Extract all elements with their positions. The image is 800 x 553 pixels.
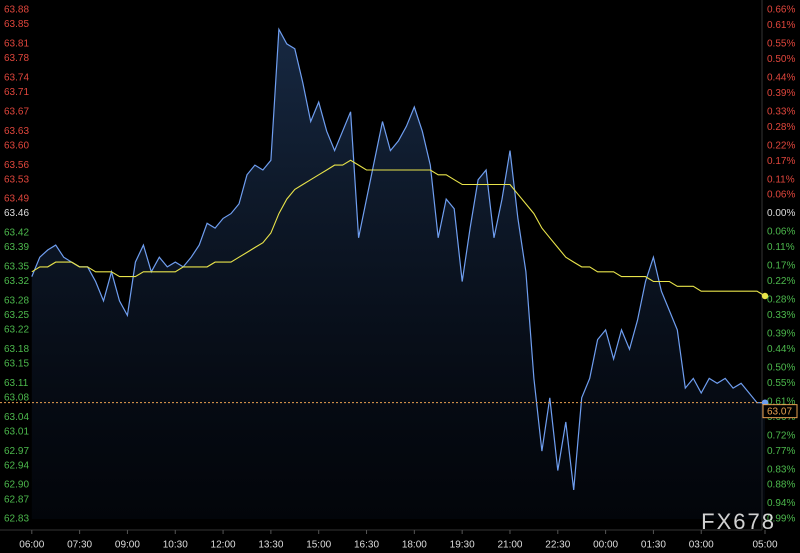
y-tick-label: 63.88	[4, 5, 29, 16]
y2-tick-label: 0.44%	[767, 344, 795, 355]
x-tick-label: 01:30	[641, 540, 666, 551]
y-tick-label: 63.60	[4, 140, 29, 151]
x-tick-label: 22:30	[545, 540, 570, 551]
x-tick-label: 05:00	[752, 540, 777, 551]
last-price-label: 63.07	[767, 406, 792, 417]
y-tick-label: 62.90	[4, 480, 29, 491]
y-tick-label: 63.85	[4, 19, 29, 30]
y2-tick-label: 0.99%	[767, 514, 795, 525]
y-tick-label: 63.35	[4, 262, 29, 273]
y-tick-label: 62.94	[4, 460, 29, 471]
y2-tick-label: 0.61%	[767, 20, 795, 31]
x-tick-label: 07:30	[67, 540, 92, 551]
y2-tick-label: 0.72%	[767, 430, 795, 441]
y-tick-label: 63.53	[4, 174, 29, 185]
x-tick-label: 18:00	[402, 540, 427, 551]
y2-tick-label: 0.00%	[767, 208, 795, 219]
y-tick-label: 63.01	[4, 426, 29, 437]
y-tick-label: 63.71	[4, 87, 29, 98]
y2-tick-label: 0.39%	[767, 88, 795, 99]
y2-tick-label: 0.11%	[767, 174, 795, 185]
x-tick-label: 13:30	[258, 540, 283, 551]
x-tick-label: 16:30	[354, 540, 379, 551]
y2-tick-label: 0.17%	[767, 261, 795, 272]
y2-tick-label: 0.55%	[767, 39, 795, 50]
y-tick-label: 63.25	[4, 310, 29, 321]
x-tick-label: 19:30	[450, 540, 475, 551]
y2-tick-label: 0.88%	[767, 480, 795, 491]
y-tick-label: 63.67	[4, 106, 29, 117]
last-price-box	[762, 404, 798, 419]
x-tick-label: 06:00	[19, 540, 44, 551]
y2-tick-label: 0.06%	[767, 227, 795, 238]
y-tick-label: 63.04	[4, 412, 29, 423]
x-tick-label: 03:00	[689, 540, 714, 551]
y-tick-label: 63.32	[4, 276, 29, 287]
y-tick-label: 62.97	[4, 446, 29, 457]
y2-tick-label: 0.22%	[767, 140, 795, 151]
y-tick-label: 63.11	[4, 378, 29, 389]
price-line	[31, 27, 765, 490]
y2-tick-label: 0.55%	[767, 378, 795, 389]
y-tick-label: 63.08	[4, 392, 29, 403]
x-tick-label: 12:00	[211, 540, 236, 551]
y2-tick-label: 0.17%	[767, 156, 795, 167]
y2-tick-label: 0.28%	[767, 122, 795, 133]
y2-tick-label: 0.44%	[767, 73, 795, 84]
y-tick-label: 63.63	[4, 126, 29, 137]
x-tick-label: 10:30	[163, 540, 188, 551]
y-tick-label: 63.46	[4, 208, 29, 219]
x-tick-label: 15:00	[306, 540, 331, 551]
watermark: FX678	[701, 509, 776, 534]
y2-tick-label: 0.61%	[767, 396, 795, 407]
y-tick-label: 63.22	[4, 325, 29, 336]
y2-tick-label: 0.11%	[767, 242, 795, 253]
y-tick-label: 63.15	[4, 359, 29, 370]
y-tick-label: 63.56	[4, 160, 29, 171]
y-tick-label: 63.18	[4, 344, 29, 355]
y-tick-label: 63.74	[4, 73, 29, 84]
y2-tick-label: 0.50%	[767, 54, 795, 65]
y2-tick-label: 0.22%	[767, 276, 795, 287]
y-tick-label: 63.42	[4, 228, 29, 239]
price-area	[31, 29, 766, 520]
y-tick-label: 62.83	[4, 514, 29, 525]
y2-tick-label: 0.83%	[767, 464, 795, 475]
y2-tick-label: 0.66%	[767, 5, 795, 16]
y2-tick-label: 0.39%	[767, 329, 795, 340]
x-tick-label: 00:00	[593, 540, 618, 551]
y2-tick-label: 0.33%	[767, 106, 795, 117]
y-tick-label: 63.78	[4, 53, 29, 64]
y-tick-label: 63.39	[4, 242, 29, 253]
x-tick-label: 09:00	[115, 540, 140, 551]
y2-tick-label: 0.33%	[767, 310, 795, 321]
y2-tick-label: 0.50%	[767, 362, 795, 373]
y-tick-label: 63.28	[4, 295, 29, 306]
y-tick-label: 62.87	[4, 494, 29, 505]
y-tick-label: 63.81	[4, 39, 29, 50]
y-tick-label: 63.49	[4, 194, 29, 205]
y2-tick-label: 0.28%	[767, 295, 795, 306]
y2-tick-label: 0.06%	[767, 190, 795, 201]
x-tick-label: 21:00	[497, 540, 522, 551]
y2-tick-label: 0.77%	[767, 446, 795, 457]
y2-tick-label: 0.94%	[767, 498, 795, 509]
average-line	[31, 159, 766, 297]
end-dot	[761, 292, 769, 300]
